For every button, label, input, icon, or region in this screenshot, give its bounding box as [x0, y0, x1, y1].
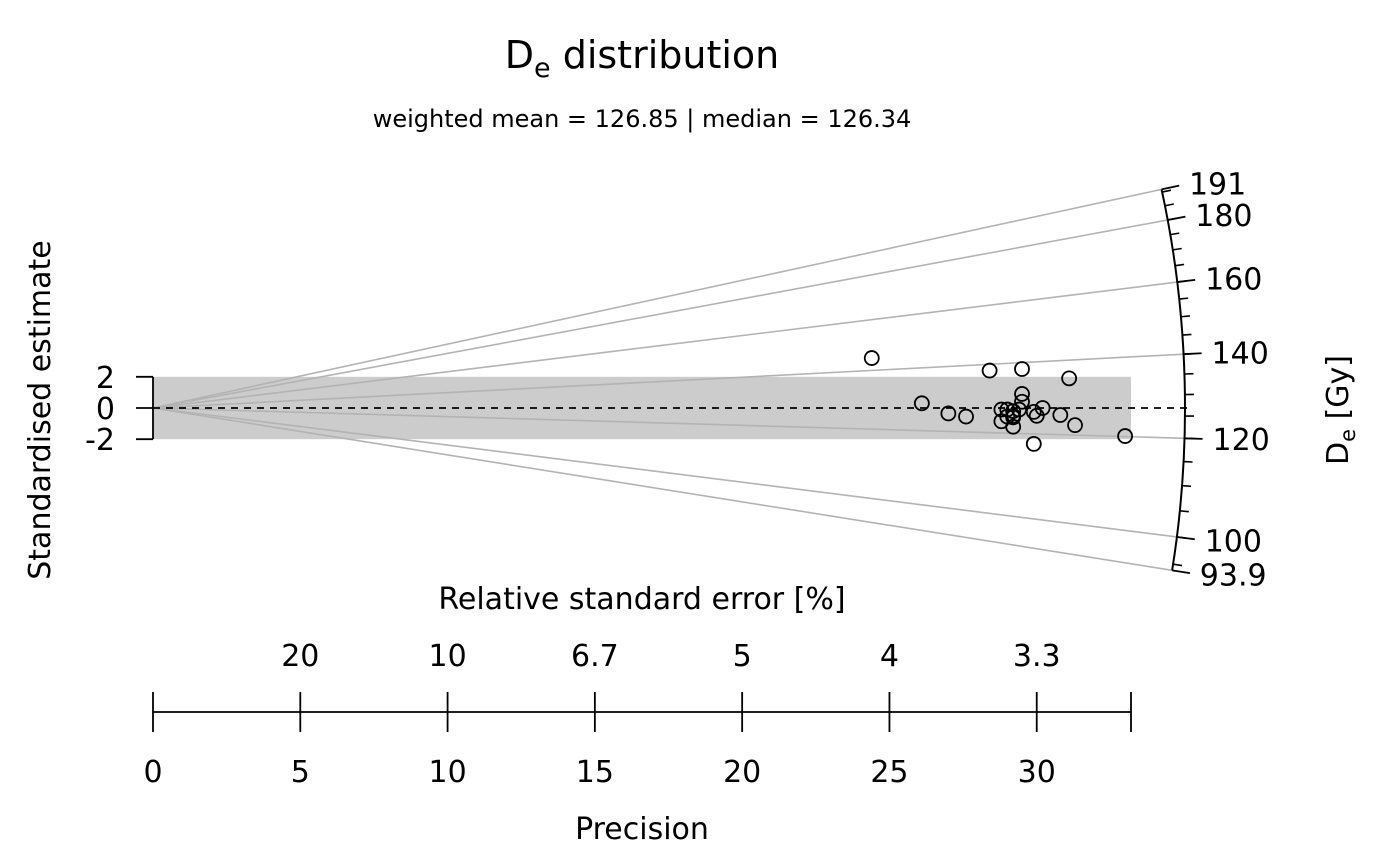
x-top-tick-label: 3.3 [1013, 639, 1061, 674]
x-tick-label: 10 [428, 755, 466, 790]
data-point [913, 395, 930, 412]
arc-minor-tick [1182, 484, 1192, 488]
arc-major-tick [1176, 536, 1195, 541]
ray-line [152, 407, 1173, 572]
data-point [1028, 407, 1045, 424]
data-point [1014, 361, 1030, 377]
x-top-tick-label: 6.7 [571, 639, 619, 674]
z-tick-label: 140 [1212, 337, 1269, 372]
value-rays [152, 188, 1191, 572]
z-tick-label: 100 [1205, 524, 1262, 559]
x-tick-label: 15 [576, 755, 614, 790]
arc-major-tick [1177, 278, 1196, 283]
data-point [1052, 407, 1069, 423]
y-tick-label: -2 [85, 423, 115, 458]
arc-major-tick [1183, 352, 1202, 356]
chart-title: De distribution [505, 33, 780, 84]
arc-major-tick [1172, 569, 1191, 575]
chart-title-sub: e [534, 53, 551, 84]
x-top-tick-label: 20 [281, 639, 319, 674]
arc-major-tick [1167, 215, 1186, 221]
data-point [1014, 393, 1030, 410]
x-tick-label: 30 [1018, 755, 1056, 790]
arc-minor-tick [1180, 315, 1190, 318]
z-axis-label-sub: e [1336, 429, 1360, 442]
data-point [940, 405, 957, 422]
ray-line [152, 281, 1178, 409]
data-point [863, 350, 880, 366]
arc-minor-tick [1179, 510, 1189, 513]
data-point [1014, 386, 1030, 402]
y-tick-label: 2 [96, 361, 115, 396]
chart-subtitle: weighted mean = 126.85 | median = 126.34 [373, 105, 912, 133]
ray-line [152, 188, 1162, 409]
data-point [958, 408, 974, 425]
arc-major-tick [1161, 184, 1180, 191]
x-axis-label: Precision [575, 812, 709, 847]
data-point [1005, 418, 1022, 435]
x-top-tick-label: 10 [428, 639, 466, 674]
y-axis-label: Standardised estimate [23, 240, 58, 580]
data-point [1025, 403, 1042, 420]
ray-line [152, 407, 1178, 538]
data-points [863, 350, 1134, 452]
z-tick-label: 93.9 [1200, 559, 1267, 594]
z-axis-label-rest: [Gy] [1321, 355, 1356, 429]
z-tick-label: 120 [1213, 423, 1270, 458]
z-tick-label: 160 [1205, 263, 1262, 298]
arc-minor-tick [1172, 247, 1182, 251]
x-top-tick-label: 4 [880, 639, 899, 674]
z-tick-label: 180 [1195, 199, 1252, 234]
chart-title-main: D [505, 33, 534, 77]
ray-line [152, 353, 1184, 409]
x-tick-label: 25 [870, 755, 908, 790]
arc-minor-tick [1182, 333, 1192, 336]
data-point [1025, 435, 1042, 452]
x-tick-label: 0 [143, 755, 162, 790]
arc-minor-tick [1161, 189, 1172, 193]
data-point [1117, 428, 1134, 444]
x-tick-label: 5 [291, 755, 310, 790]
chart-title-rest: distribution [551, 33, 780, 77]
arc-major-tick [1184, 437, 1203, 440]
y-tick-label: 0 [96, 392, 115, 427]
x-tick-label: 20 [723, 755, 761, 790]
data-point [1061, 370, 1078, 387]
data-point [981, 362, 998, 379]
y-axis: 20-2 [85, 361, 154, 458]
z-axis-label: De [Gy] [1321, 355, 1360, 465]
z-axis-label-main: D [1321, 442, 1356, 465]
x-top-tick-label: 5 [733, 639, 752, 674]
arc-minor-tick [1179, 297, 1189, 300]
x-axis: 0 5 10 15 20 25 30 20 10 6.7 5 4 3.3 [143, 639, 1132, 790]
arc-line [1160, 189, 1186, 571]
arc-minor-tick [1175, 263, 1185, 267]
data-point [1067, 417, 1083, 434]
z-tick-label: 191 [1189, 167, 1246, 202]
arc-minor-tick [1164, 203, 1174, 207]
arc-minor-tick [1170, 232, 1180, 236]
data-point [1005, 403, 1022, 420]
arc-minor-tick [1172, 563, 1183, 567]
ray-line [152, 219, 1168, 409]
x-top-axis-label: Relative standard error [%] [438, 582, 845, 617]
